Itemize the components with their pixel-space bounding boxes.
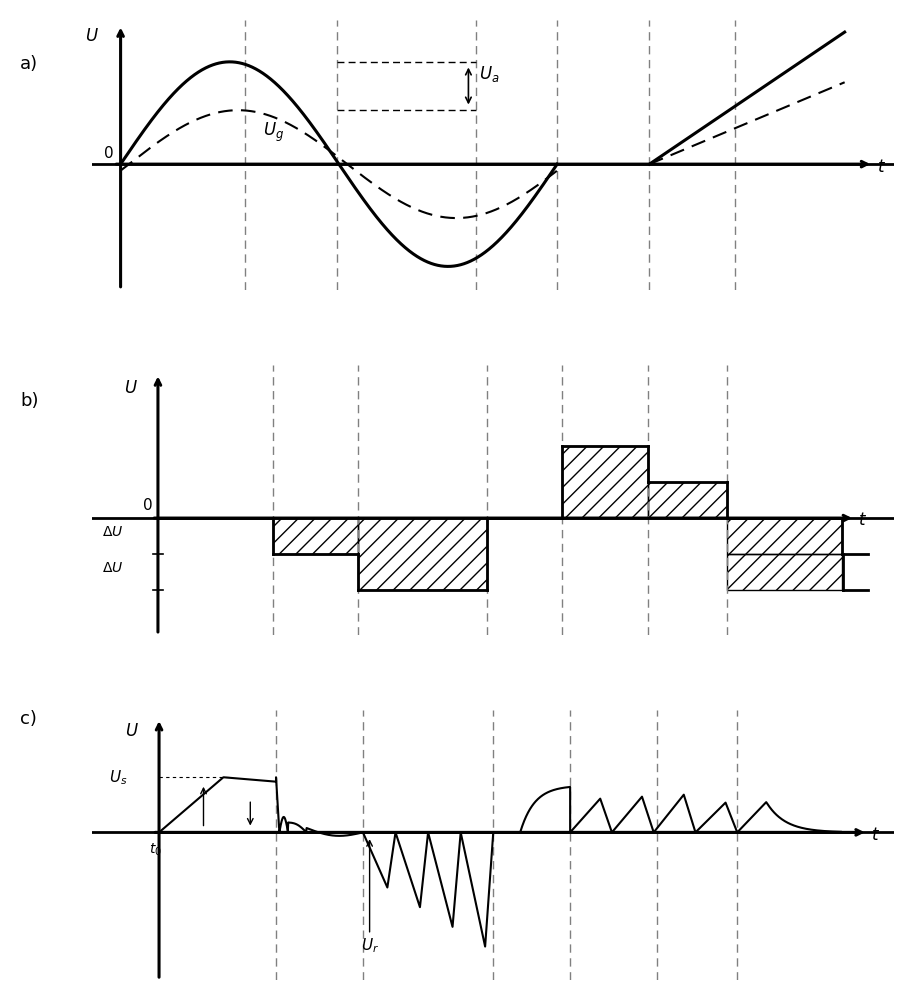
Text: $t$: $t$ xyxy=(871,826,880,844)
Text: $U_r$: $U_r$ xyxy=(361,936,379,955)
Text: $t$: $t$ xyxy=(877,158,886,176)
Text: $t$: $t$ xyxy=(858,511,868,529)
Text: a): a) xyxy=(20,55,38,73)
Text: $\Delta U$: $\Delta U$ xyxy=(102,561,124,575)
Text: $U_g$: $U_g$ xyxy=(263,121,284,144)
Text: $\Delta U$: $\Delta U$ xyxy=(102,525,124,539)
Text: $0$: $0$ xyxy=(141,497,152,513)
Bar xyxy=(648,482,727,518)
Text: b): b) xyxy=(20,392,39,410)
Text: $U$: $U$ xyxy=(86,27,100,45)
Bar xyxy=(359,518,487,590)
Text: $U_s$: $U_s$ xyxy=(109,768,127,787)
Bar xyxy=(562,446,648,518)
Text: $0$: $0$ xyxy=(103,145,113,161)
Text: $U$: $U$ xyxy=(125,722,139,740)
Text: c): c) xyxy=(20,710,37,728)
Bar xyxy=(727,518,842,554)
Text: $t_0$: $t_0$ xyxy=(149,842,162,858)
Text: $U_a$: $U_a$ xyxy=(479,64,500,84)
Bar xyxy=(273,518,359,554)
Bar xyxy=(727,554,842,590)
Text: $U$: $U$ xyxy=(124,379,138,397)
